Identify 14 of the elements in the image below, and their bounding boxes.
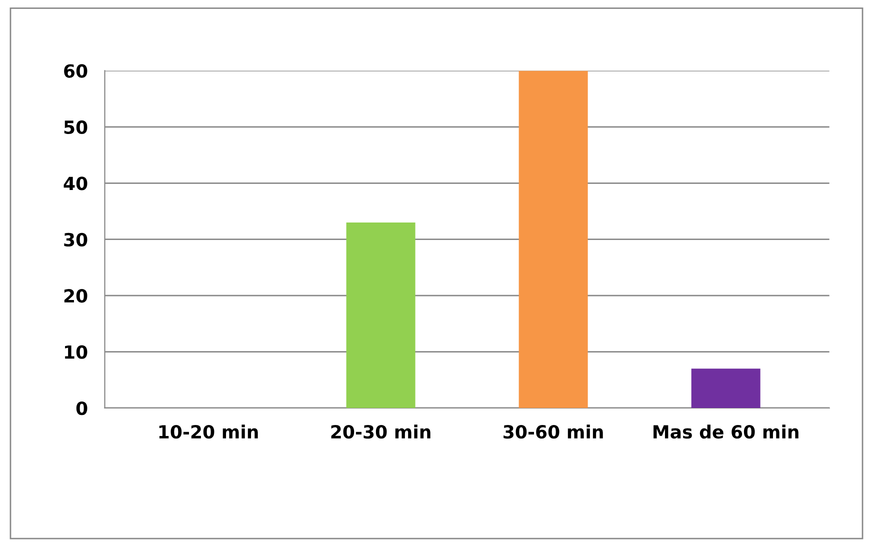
x-tick-label: 30-60 min [504,424,603,439]
x-tick-label: 10-20 min [159,424,258,439]
bar [518,70,588,408]
y-tick-label: 60 [64,64,88,78]
y-tick-label: 40 [64,176,88,190]
x-tick-label: 20-30 min [331,424,430,439]
y-tick-label: 0 [76,401,88,416]
y-tick-label: 20 [64,289,88,303]
y-tick-label: 10 [65,345,88,359]
y-tick-label: 50 [64,120,88,134]
y-tick-label: 30 [64,232,88,246]
bar [691,368,760,408]
bar [346,222,416,408]
x-tick-label: Mas de 60 min [654,424,798,439]
